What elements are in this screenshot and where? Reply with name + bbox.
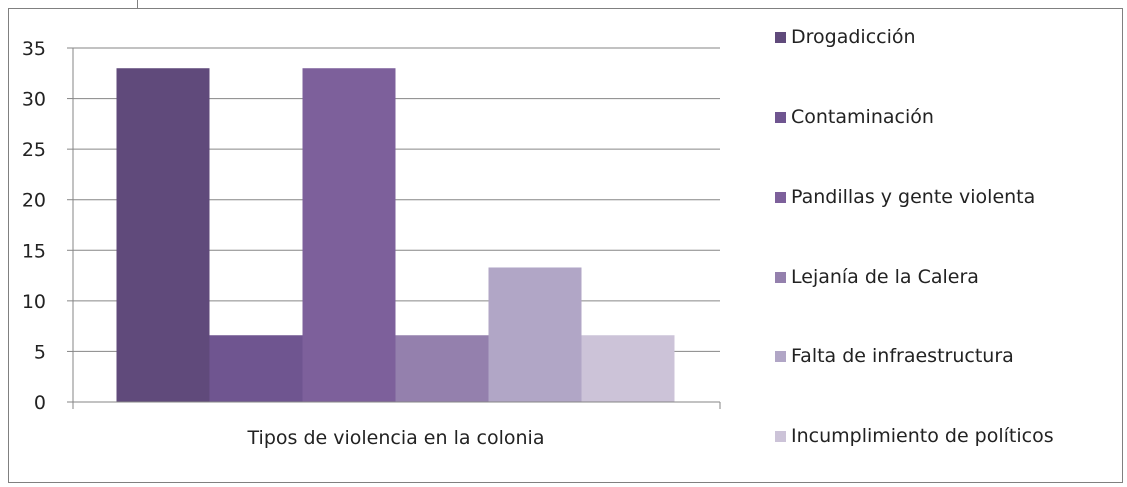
legend-label: Drogadicción [791, 26, 916, 48]
legend-label: Pandillas y gente violenta [791, 186, 1036, 208]
legend-label: Incumplimiento de políticos [791, 425, 1054, 447]
legend-item: Falta de infraestructura [775, 345, 1014, 367]
legend-label: Contaminación [791, 106, 934, 128]
legend-swatch [775, 271, 786, 283]
legend-item: Contaminación [775, 106, 934, 128]
legend-label: Falta de infraestructura [791, 345, 1014, 367]
legend-item: Lejanía de la Calera [775, 266, 979, 288]
y-tick-label: 15 [22, 240, 46, 262]
bar-2 [209, 335, 303, 402]
legend-item: Drogadicción [775, 26, 916, 48]
x-category-label: Tipos de violencia en la colonia [247, 427, 545, 449]
y-tick-label: 10 [22, 291, 46, 313]
legend-swatch [775, 191, 786, 203]
legend-swatch [775, 350, 786, 362]
legend-swatch [775, 430, 786, 442]
legend-swatch [775, 31, 786, 43]
legend-item: Incumplimiento de políticos [775, 425, 1054, 447]
bars [116, 68, 675, 402]
y-tick-label: 25 [22, 139, 46, 161]
legend-swatch [775, 111, 786, 123]
bar-4 [395, 335, 489, 402]
y-tick-label: 20 [22, 190, 46, 212]
legend-item: Pandillas y gente violenta [775, 186, 1035, 208]
bar-6 [581, 335, 675, 402]
bar-1 [116, 68, 210, 402]
y-tick-label: 30 [22, 89, 46, 111]
chart-frame [8, 8, 1123, 483]
y-tick-label: 5 [34, 341, 46, 363]
bar-5 [488, 267, 582, 402]
bar-3 [302, 68, 396, 402]
table-border-fragment [137, 0, 138, 9]
y-tick-label: 0 [34, 392, 46, 414]
legend-label: Lejanía de la Calera [791, 266, 979, 288]
axes: 0 5 10 15 20 25 30 35 [22, 38, 721, 414]
y-tick-label: 35 [22, 38, 46, 60]
